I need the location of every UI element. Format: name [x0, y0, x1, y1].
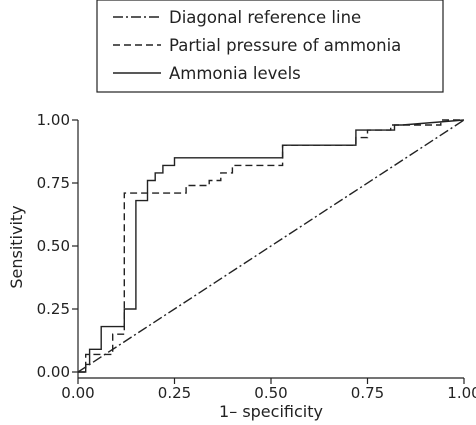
x-tick-label: 0.25 [158, 384, 191, 402]
x-tick-label: 1.00 [447, 384, 476, 402]
legend: Diagonal reference line Partial pressure … [96, 0, 444, 93]
y-axis-label: Sensitivity [7, 205, 26, 288]
x-tick-label: 0.00 [61, 384, 94, 402]
legend-label-3: Ammonia levels [169, 64, 301, 83]
series-line-2 [78, 119, 464, 373]
x-tick-label: 0.50 [254, 384, 287, 402]
x-axis-label: 1– specificity [219, 402, 323, 421]
legend-label-2: Partial pressure of ammonia [169, 36, 401, 55]
series-line-3 [78, 119, 465, 373]
y-tick-label: 0.75 [37, 174, 70, 192]
y-tick-label: 0.00 [37, 363, 70, 381]
series-line-1 [77, 119, 465, 373]
legend-label-1: Diagonal reference line [169, 8, 361, 27]
y-tick-label: 0.25 [37, 300, 70, 318]
plot-area [77, 119, 465, 373]
y-tick-label: 0.50 [37, 237, 70, 255]
legend-box [96, 0, 444, 93]
y-tick-label: 1.00 [37, 111, 70, 129]
x-tick-label: 0.75 [351, 384, 384, 402]
axes: 0.00 0.25 0.50 0.75 1.00 0.00 0.25 0.50 0.75 1.00 [37, 111, 476, 402]
